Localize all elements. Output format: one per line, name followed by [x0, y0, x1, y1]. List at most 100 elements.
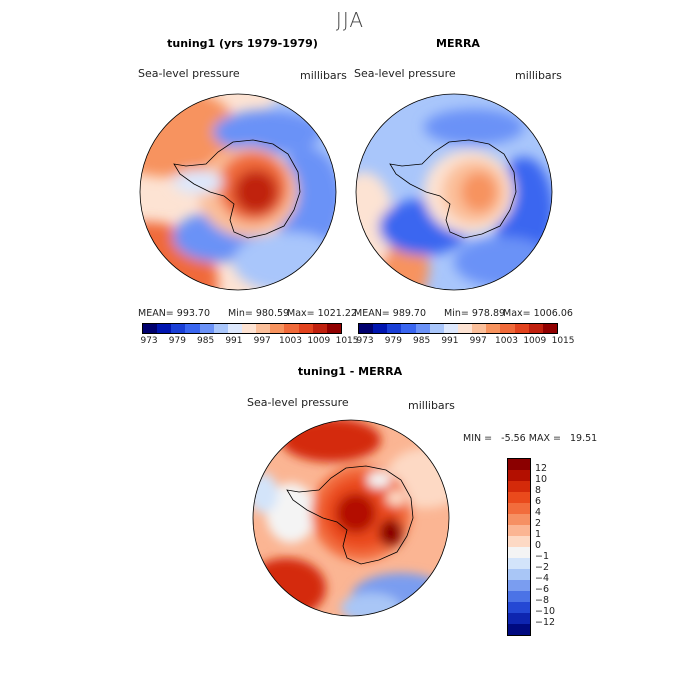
- colorbar-tick-label: 1009: [307, 336, 331, 346]
- colorbar-swatch: [298, 324, 313, 333]
- colorbar-tick-label: 6: [535, 496, 542, 507]
- colorbar-tick-label: −1: [535, 551, 550, 562]
- panel-2-title: MERRA: [436, 37, 480, 50]
- colorbar-swatch: [486, 324, 501, 333]
- panel-2-colorbar: [358, 323, 558, 334]
- colorbar-swatch: [373, 324, 388, 333]
- panel-3-map-border: [252, 419, 450, 617]
- colorbar-tick-label: 8: [535, 485, 542, 496]
- colorbar-tick-label: −10: [535, 606, 556, 617]
- colorbar-tick-label: 997: [469, 336, 487, 346]
- panel-1-title: tuning1 (yrs 1979-1979): [167, 37, 318, 50]
- colorbar-tick-label: 1003: [495, 336, 518, 346]
- colorbar-swatch: [185, 324, 200, 333]
- colorbar-swatch: [514, 324, 529, 333]
- colorbar-swatch: [457, 324, 473, 333]
- colorbar-tick-label: 991: [225, 336, 243, 346]
- panel-1-antarctica-coastline: [173, 139, 301, 239]
- colorbar-swatch: [500, 324, 515, 333]
- colorbar-tick-label: 985: [413, 336, 431, 346]
- colorbar-swatch: [401, 324, 416, 333]
- colorbar-tick-label: 12: [535, 463, 548, 474]
- colorbar-tick-label: 1009: [523, 336, 547, 346]
- colorbar-swatch: [472, 324, 487, 333]
- colorbar-swatch: [143, 324, 158, 333]
- colorbar-swatch: [508, 569, 530, 580]
- panel-1-map-border: [139, 93, 337, 291]
- colorbar-tick-label: 973: [356, 336, 374, 346]
- colorbar-swatch: [199, 324, 214, 333]
- colorbar-swatch: [508, 492, 530, 503]
- colorbar-tick-label: 1: [535, 529, 542, 540]
- panel-2-colorbar-ticks: 973 979 985 991 997 1003 1009 1015: [356, 336, 574, 348]
- colorbar-swatch: [443, 324, 458, 333]
- colorbar-tick-label: 991: [441, 336, 459, 346]
- colorbar-swatch: [508, 536, 530, 547]
- colorbar-tick-label: 979: [168, 336, 186, 346]
- colorbar-tick-label: 985: [197, 336, 215, 346]
- panel-3-colorbar-ticks: 12 10 8 6 4 2 1 0 −1 −2 −4 −6 −8 −10 −12: [535, 458, 575, 636]
- colorbar-swatch: [508, 602, 530, 613]
- colorbar-tick-label: −2: [535, 562, 550, 573]
- panel-2-polar-map: [355, 93, 553, 291]
- colorbar-tick-label: 10: [535, 474, 548, 485]
- panel-2-mean: MEAN= 989.70: [354, 308, 427, 319]
- panel-3-colorbar: [507, 458, 531, 636]
- colorbar-swatch: [326, 324, 341, 333]
- panel-3-units-label: millibars: [408, 399, 455, 412]
- colorbar-tick-label: −8: [535, 595, 550, 606]
- colorbar-swatch: [284, 324, 299, 333]
- panel-3-field-label: Sea-level pressure: [247, 396, 349, 409]
- colorbar-swatch: [508, 613, 530, 624]
- colorbar-swatch: [429, 324, 444, 333]
- colorbar-swatch: [508, 580, 530, 591]
- panel-1-max: Max= 1021.22: [287, 308, 357, 319]
- colorbar-tick-label: 997: [253, 336, 271, 346]
- panel-2-min: Min= 978.89: [444, 308, 506, 319]
- colorbar-tick-label: 979: [384, 336, 402, 346]
- colorbar-swatch: [508, 624, 530, 635]
- colorbar-swatch: [256, 324, 271, 333]
- colorbar-swatch: [508, 591, 530, 602]
- colorbar-swatch: [508, 481, 530, 492]
- colorbar-swatch: [508, 558, 530, 569]
- colorbar-swatch: [241, 324, 257, 333]
- panel-2-antarctica-coastline: [389, 139, 517, 239]
- figure-title: JJA: [335, 8, 365, 32]
- colorbar-swatch: [508, 470, 530, 481]
- colorbar-swatch: [213, 324, 228, 333]
- colorbar-swatch: [528, 324, 543, 333]
- colorbar-swatch: [157, 324, 172, 333]
- panel-1-colorbar: [142, 323, 342, 334]
- colorbar-tick-label: 1015: [335, 336, 359, 346]
- panel-3-polar-map: [252, 419, 450, 617]
- panel-1-min: Min= 980.59: [228, 308, 290, 319]
- colorbar-swatch: [227, 324, 242, 333]
- panel-1-units-label: millibars: [300, 69, 347, 82]
- colorbar-swatch: [312, 324, 327, 333]
- colorbar-swatch: [415, 324, 430, 333]
- colorbar-tick-label: −6: [535, 584, 550, 595]
- colorbar-tick-label: −12: [535, 617, 556, 628]
- colorbar-swatch: [171, 324, 186, 333]
- colorbar-swatch: [508, 547, 530, 558]
- panel-2-units-label: millibars: [515, 69, 562, 82]
- panel-3-antarctica-coastline: [286, 465, 414, 565]
- panel-2-max: Max= 1006.06: [503, 308, 573, 319]
- colorbar-swatch: [542, 324, 557, 333]
- colorbar-tick-label: 1015: [551, 336, 575, 346]
- colorbar-tick-label: 1003: [279, 336, 302, 346]
- colorbar-tick-label: 0: [535, 540, 542, 551]
- colorbar-tick-label: 4: [535, 507, 542, 518]
- colorbar-swatch: [270, 324, 285, 333]
- colorbar-swatch: [387, 324, 402, 333]
- panel-3-title: tuning1 - MERRA: [297, 365, 403, 378]
- colorbar-swatch: [359, 324, 374, 333]
- colorbar-swatch: [508, 503, 530, 514]
- panel-2-map-border: [355, 93, 553, 291]
- panel-1-mean: MEAN= 993.70: [138, 308, 211, 319]
- panel-2-field-label: Sea-level pressure: [354, 67, 456, 80]
- colorbar-tick-label: −4: [535, 573, 550, 584]
- colorbar-swatch: [508, 459, 530, 470]
- panel-3-minmax: MIN = -5.56 MAX = 19.51: [463, 433, 598, 444]
